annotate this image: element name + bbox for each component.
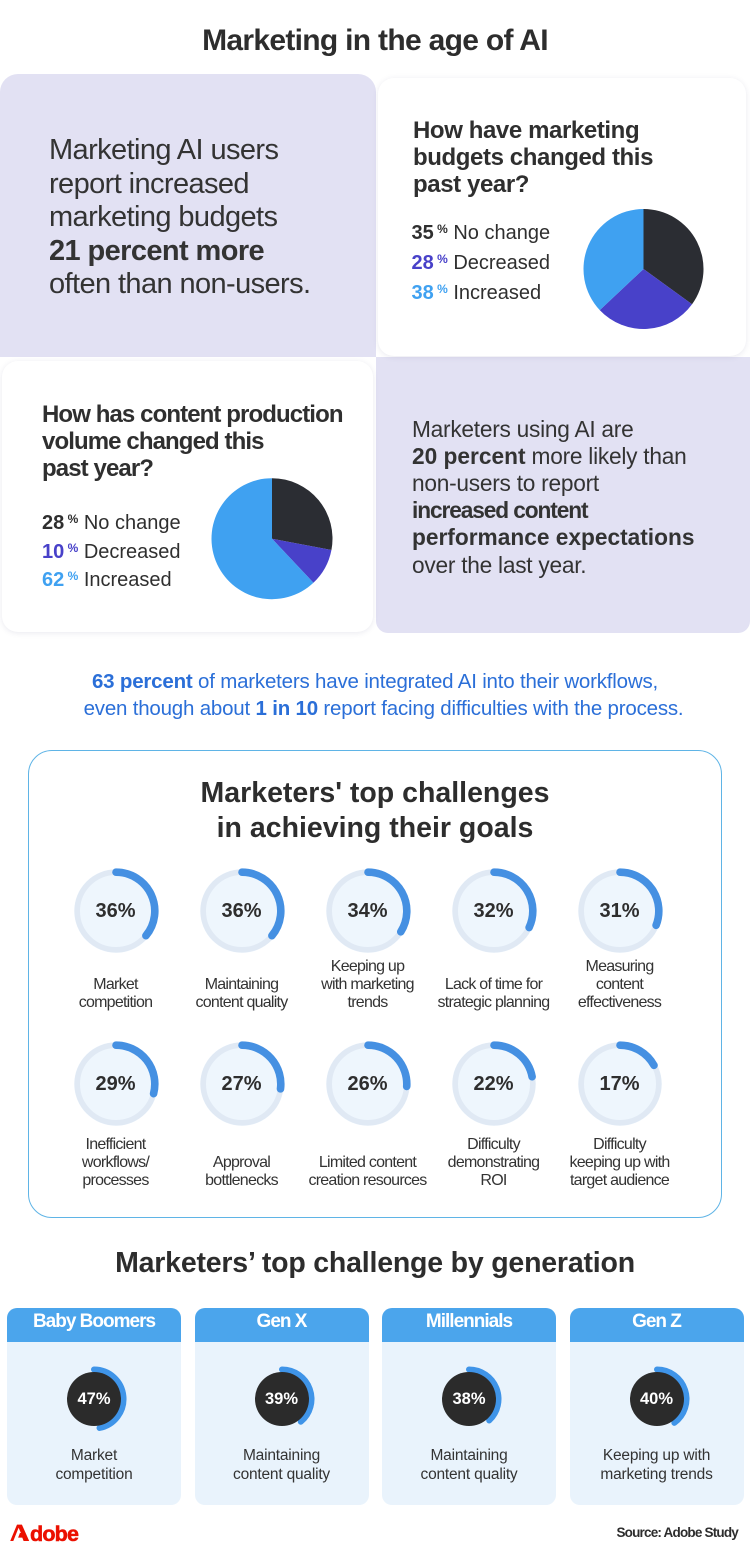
svg-text:dobe: dobe — [30, 1524, 79, 1544]
